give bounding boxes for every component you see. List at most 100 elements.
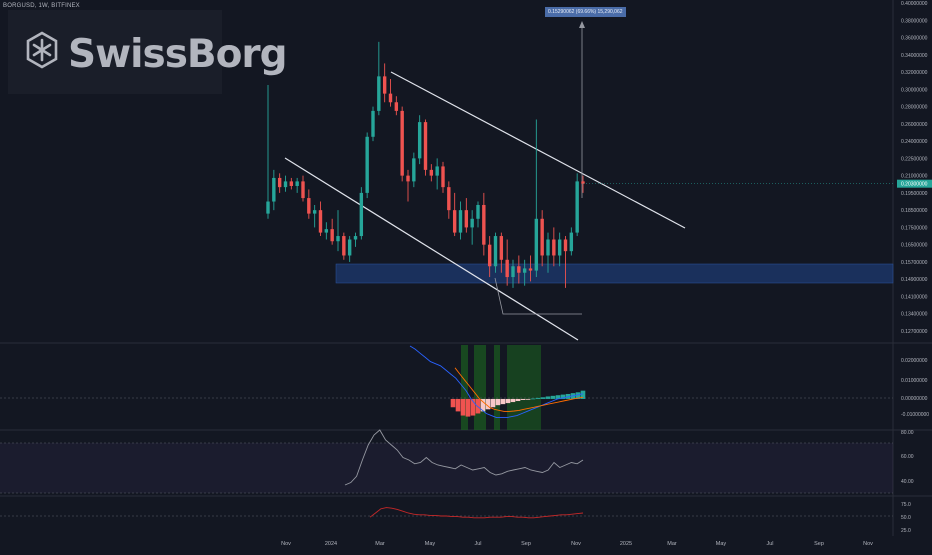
candle-body: [575, 181, 579, 233]
macd-highlight: [474, 345, 486, 430]
logo-watermark: SwissBorg: [8, 10, 288, 94]
candle-body: [394, 102, 399, 111]
candle-body: [534, 218, 539, 271]
logo-text: SwissBorg: [68, 32, 288, 77]
price-tick-label: 0.16500000: [901, 243, 928, 249]
rsi-group: [0, 429, 893, 494]
macd-bar: [510, 398, 516, 403]
price-tick-label: 0.13400000: [901, 312, 928, 318]
price-tick-label: 0.14100000: [901, 294, 928, 300]
support-zone: [335, 263, 894, 284]
candle-body: [289, 181, 294, 186]
macd-bar: [535, 397, 541, 399]
candle-body: [412, 158, 416, 182]
candle-body: [382, 76, 387, 94]
time-tick-label: May: [716, 541, 727, 547]
time-tick-label: 2025: [620, 541, 632, 547]
trend-lines: [284, 21, 686, 341]
price-tick-label: 0.17500000: [901, 225, 928, 231]
candle-body: [482, 204, 486, 245]
price-tick-label: 0.36000000: [901, 36, 928, 42]
macd-bar: [495, 398, 501, 406]
macd-bar: [450, 398, 456, 408]
candle-body: [371, 110, 375, 137]
candle-body: [505, 259, 509, 278]
signal-line: [454, 367, 584, 412]
macd-bar: [560, 394, 566, 399]
macd-bar: [500, 398, 506, 405]
price-tick-label: 0.19500000: [901, 191, 928, 197]
macd-bar: [520, 398, 526, 400]
measure-path: [494, 277, 582, 315]
candles-group: [266, 41, 893, 288]
candle-body: [581, 181, 585, 184]
macd-bar: [470, 398, 476, 416]
price-tick-label: 0.14900000: [901, 277, 928, 283]
macd-bar: [460, 398, 466, 416]
price-tick-label: 0.26000000: [901, 122, 928, 128]
time-tick-label: Nov: [281, 541, 291, 547]
macd-bar: [550, 395, 556, 399]
time-tick-label: Sep: [521, 541, 531, 547]
oscillator-tick-label: 75.0: [901, 502, 911, 508]
macd-bar: [480, 398, 486, 412]
macd-bar: [530, 398, 536, 400]
candle-body: [470, 218, 474, 228]
candle-body: [452, 210, 457, 233]
candle-body: [435, 166, 439, 176]
candle-body: [266, 201, 270, 214]
candle-body: [552, 239, 556, 256]
candle-body: [487, 244, 492, 267]
oscillator-tick-label: 25.0: [901, 528, 911, 534]
candle-body: [365, 136, 369, 193]
lower-trendline: [284, 157, 579, 341]
macd-bar: [555, 395, 561, 399]
price-tick-label: 0.21000000: [901, 174, 928, 180]
candle-body: [277, 177, 282, 188]
candle-body: [429, 169, 434, 176]
rsi-band: [0, 443, 893, 493]
time-tick-label: May: [425, 541, 436, 547]
rsi-tick-label: 40.00: [901, 479, 914, 485]
price-tick-label: 0.30000000: [901, 87, 928, 93]
candle-body: [330, 229, 334, 242]
candle-body: [318, 210, 323, 233]
macd-line: [409, 345, 584, 419]
price-tick-label: 0.24000000: [901, 139, 928, 145]
macd-bar: [505, 398, 511, 404]
candle-body: [307, 198, 311, 214]
time-tick-label: Mar: [667, 541, 677, 547]
y-axis: 0.40000000 0.38000000 0.36000000 0.34000000…: [897, 1, 932, 534]
price-tick-label: 0.15700000: [901, 260, 928, 266]
candle-body: [388, 93, 393, 103]
macd-tick-label: 0.02000000: [901, 358, 928, 364]
upper-trendline: [390, 71, 686, 229]
macd-tick-label: -0.01000000: [901, 412, 929, 418]
candle-body: [312, 210, 317, 214]
candle-body: [295, 181, 299, 186]
candle-body: [447, 187, 451, 211]
candle-body: [476, 204, 480, 219]
candle-body: [546, 239, 550, 256]
oscillator-tick-label: 50.0: [901, 515, 911, 521]
candle-body: [406, 175, 410, 182]
candle-body: [400, 110, 404, 176]
candle-body: [557, 239, 562, 256]
candle-body: [377, 76, 381, 111]
macd-bar: [575, 392, 581, 399]
price-tick-label: 0.32000000: [901, 70, 928, 76]
macd-bar: [545, 396, 551, 399]
price-tick-label: 0.22500000: [901, 156, 928, 162]
candle-body: [563, 239, 568, 252]
oscillator-group: [0, 507, 893, 519]
rsi-line: [344, 429, 584, 486]
macd-tick-label: 0.00000000: [901, 396, 928, 402]
candle-body: [464, 210, 469, 228]
time-tick-label: Sep: [814, 541, 824, 547]
candle-body: [499, 236, 504, 260]
candle-body: [347, 239, 352, 256]
macd-bar: [490, 398, 496, 408]
candle-body: [522, 268, 527, 273]
